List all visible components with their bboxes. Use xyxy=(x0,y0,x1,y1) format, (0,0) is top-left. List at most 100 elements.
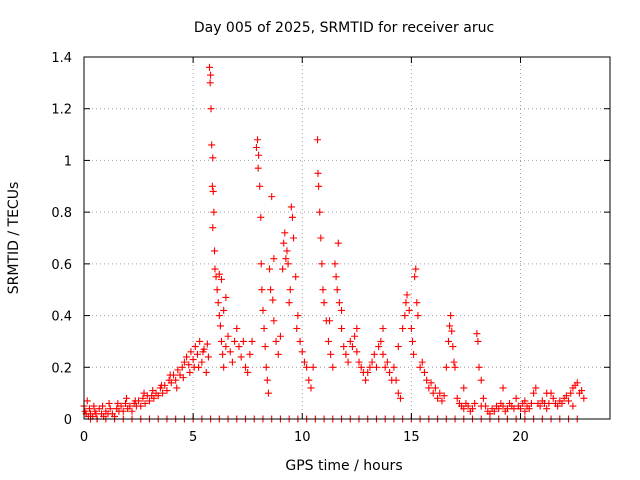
data-point xyxy=(206,79,214,87)
data-point xyxy=(407,325,415,332)
data-point xyxy=(499,384,507,392)
data-point xyxy=(131,397,139,405)
data-point xyxy=(549,394,557,402)
data-point xyxy=(114,399,122,407)
data-point xyxy=(353,348,361,356)
data-point xyxy=(266,265,274,273)
data-point xyxy=(532,384,540,392)
data-point xyxy=(228,358,236,366)
data-point xyxy=(154,392,162,400)
data-point xyxy=(440,392,448,400)
data-point xyxy=(290,234,298,242)
data-point xyxy=(427,379,435,387)
data-point xyxy=(411,273,419,281)
data-point xyxy=(242,363,250,371)
data-point xyxy=(386,368,394,376)
data-point xyxy=(209,187,217,195)
data-point xyxy=(375,343,383,351)
data-point xyxy=(210,208,218,216)
data-point xyxy=(434,394,442,402)
data-point xyxy=(183,353,191,361)
data-point xyxy=(254,164,262,172)
data-point xyxy=(105,399,113,407)
data-point xyxy=(331,260,339,268)
data-point xyxy=(209,224,217,232)
data-point xyxy=(307,384,315,392)
data-point xyxy=(257,213,265,221)
data-point xyxy=(172,376,180,384)
data-point xyxy=(126,402,134,410)
data-point xyxy=(268,193,276,201)
y-tick-label: 0 xyxy=(64,413,72,428)
data-point xyxy=(222,343,230,351)
data-point xyxy=(314,169,322,177)
data-point xyxy=(211,265,219,273)
data-point xyxy=(185,361,193,369)
data-point xyxy=(196,337,204,345)
data-point xyxy=(255,151,263,159)
data-point xyxy=(178,363,186,371)
data-point xyxy=(471,399,479,407)
data-point xyxy=(447,312,455,320)
x-tick-labels: 0 5 10 15 20 xyxy=(80,430,529,445)
y-tick-label: 1.4 xyxy=(51,51,72,66)
data-point xyxy=(545,399,553,407)
data-point xyxy=(460,384,468,392)
data-point xyxy=(503,405,511,413)
data-point xyxy=(355,358,363,366)
data-point xyxy=(366,363,374,371)
data-point xyxy=(208,182,216,190)
data-point xyxy=(226,348,234,356)
data-point xyxy=(370,350,378,358)
data-point xyxy=(329,363,337,371)
x-tick-label: 10 xyxy=(294,430,311,445)
data-point xyxy=(320,299,328,307)
data-point xyxy=(150,394,158,402)
data-point xyxy=(410,350,418,358)
data-point xyxy=(202,368,210,376)
data-point xyxy=(543,389,551,397)
data-point xyxy=(473,330,481,338)
data-point xyxy=(205,63,213,71)
x-tick-label: 15 xyxy=(403,430,420,445)
data-point xyxy=(283,247,291,255)
data-point xyxy=(379,325,387,332)
data-point xyxy=(208,141,216,149)
data-point xyxy=(420,368,428,376)
data-point xyxy=(442,363,450,371)
data-point xyxy=(475,363,483,371)
data-point xyxy=(215,312,223,320)
data-points xyxy=(80,63,588,423)
data-point xyxy=(333,286,341,294)
data-point xyxy=(335,299,343,307)
x-axis-label: GPS time / hours xyxy=(285,458,402,474)
data-point xyxy=(392,376,400,384)
data-point xyxy=(173,384,181,392)
data-point xyxy=(288,213,296,221)
data-point xyxy=(149,387,157,395)
data-point xyxy=(163,387,171,395)
data-point xyxy=(254,136,262,144)
data-point xyxy=(281,229,289,237)
data-point xyxy=(512,394,520,402)
data-point xyxy=(402,299,410,307)
data-point xyxy=(527,399,535,407)
data-point xyxy=(309,363,317,371)
data-point xyxy=(451,363,459,371)
y-axis-label: SRMTID / TECUs xyxy=(6,182,22,295)
data-point xyxy=(262,363,270,371)
y-tick-label: 0.8 xyxy=(51,206,72,221)
data-point xyxy=(137,402,145,410)
data-point xyxy=(521,407,529,415)
data-point xyxy=(187,348,195,356)
y-tick-label: 1 xyxy=(64,154,72,169)
data-point xyxy=(408,337,416,345)
data-point xyxy=(578,387,586,395)
data-point xyxy=(536,402,544,410)
data-point xyxy=(294,312,302,320)
data-point xyxy=(272,337,280,345)
data-point xyxy=(270,317,278,325)
data-point xyxy=(499,402,507,410)
data-point xyxy=(338,306,346,314)
